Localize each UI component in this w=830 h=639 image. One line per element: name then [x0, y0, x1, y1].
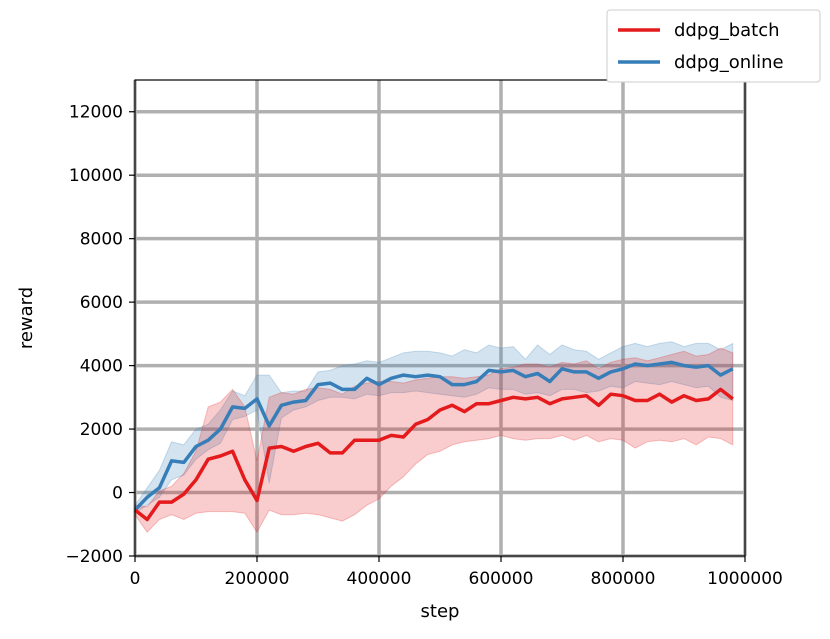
x-tick-label: 200000	[225, 569, 290, 589]
x-tick-label: 1000000	[707, 569, 783, 589]
x-axis-label: step	[421, 601, 460, 622]
y-tick-label: 10000	[69, 166, 123, 186]
band-ddpg-batch	[134, 347, 734, 534]
y-tick-label: 0	[112, 484, 123, 504]
series-line-ddpg-batch	[133, 387, 734, 522]
plot-area-frame	[134, 79, 746, 557]
band-ddpg-online	[134, 341, 734, 515]
x-tick-label: 0	[130, 569, 141, 589]
x-tick-label: 600000	[469, 569, 534, 589]
y-tick-label: 8000	[80, 230, 123, 250]
series-lines	[133, 360, 734, 522]
series-line-ddpg-online	[133, 360, 734, 512]
y-tick-label: 6000	[80, 293, 123, 313]
y-axis-label: reward	[16, 287, 37, 349]
y-tick-label: −2000	[65, 547, 123, 567]
x-tick-label: 800000	[591, 569, 656, 589]
legend: ddpg_batch ddpg_online	[606, 9, 821, 83]
legend-box	[606, 9, 821, 83]
axis-ticks: 0 200000 400000 600000 800000 1000000 −2000 0 20…	[65, 103, 782, 589]
legend-label-ddpg-batch: ddpg_batch	[674, 20, 780, 41]
legend-label-ddpg-online: ddpg_online	[674, 52, 784, 73]
x-tick-label: 400000	[347, 569, 412, 589]
y-tick-label: 12000	[69, 103, 123, 123]
confidence-bands	[134, 341, 734, 534]
y-tick-label: 4000	[80, 357, 123, 377]
y-tick-label: 2000	[80, 420, 123, 440]
